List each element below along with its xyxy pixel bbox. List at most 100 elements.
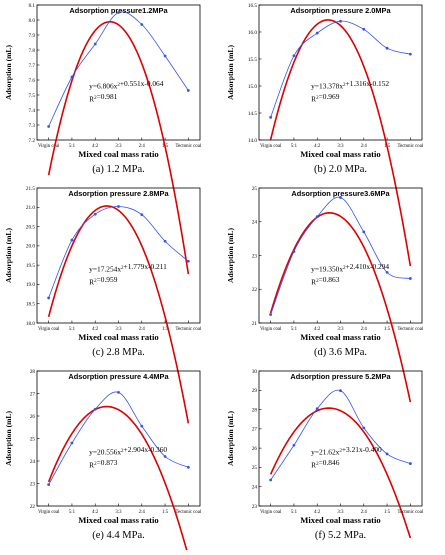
- plot-area: [258, 187, 423, 324]
- x-tick-label: 5:1: [69, 327, 76, 332]
- y-tick-label: 7.6: [29, 78, 36, 84]
- x-tick-label: 2:4: [139, 144, 146, 149]
- x-tick-label: Virgin coal: [38, 144, 60, 149]
- x-tick-label: 4:2: [314, 327, 321, 332]
- data-point: [93, 42, 97, 46]
- data-point: [117, 11, 120, 14]
- data-point: [117, 205, 120, 208]
- data-point: [117, 390, 120, 394]
- fit-r-squared: R2=0.863: [311, 275, 340, 287]
- x-tick-label: 1:5: [162, 510, 169, 515]
- data-point: [362, 426, 366, 430]
- y-tick-label: 7.5: [29, 93, 36, 99]
- data-point: [140, 213, 144, 217]
- data-point: [70, 441, 74, 445]
- data-point: [186, 89, 190, 92]
- y-axis-label: Adsorption (mL): [226, 411, 235, 467]
- y-tick-label: 14.0: [248, 138, 257, 144]
- chart-panel-5: Adsorption pressure 5.2MPa 23 24 25 26 27 28 29…: [226, 369, 424, 541]
- chart-title: Adsorption pressure 5.2MPa: [290, 372, 391, 381]
- fit-curve: [47, 405, 189, 555]
- data-point: [70, 75, 74, 79]
- x-tick-label: 2:4: [139, 327, 146, 332]
- x-tick-label: Virgin coal: [38, 327, 60, 332]
- x-axis-label: Mixed coal mass ratio: [300, 149, 380, 159]
- y-tick-label: 24: [252, 485, 258, 491]
- x-tick-label: 4:2: [314, 144, 321, 149]
- fit-r-squared: R2=0.873: [89, 458, 118, 470]
- panel-caption: (a) 1.2 MPa.: [92, 164, 145, 175]
- x-tick-label: Virgin coal: [260, 510, 282, 515]
- x-tick-label: 4:2: [92, 144, 99, 149]
- x-tick-label: Tectonic coal: [398, 327, 424, 332]
- data-point: [315, 407, 319, 411]
- y-tick-label: 27: [30, 391, 36, 397]
- data-point: [385, 46, 389, 50]
- data-point: [163, 239, 167, 243]
- x-tick-label: 4:2: [92, 327, 99, 332]
- data-point: [269, 478, 273, 482]
- chart-panel-1: Adsorption pressure 2.0MPa 14.0 14.5 15.0 15…: [226, 3, 424, 267]
- x-tick-label: 5:1: [291, 144, 298, 149]
- chart-title: Adsorption pressure3.6MPa: [291, 189, 390, 198]
- y-tick-label: 7.2: [29, 138, 36, 144]
- y-axis-label: Adsorption (mL): [4, 228, 13, 284]
- x-tick-label: 2:4: [361, 327, 368, 332]
- y-tick-label: 21.5: [26, 186, 35, 192]
- data-point: [362, 27, 366, 31]
- fit-r-squared: R2=0.969: [311, 92, 340, 104]
- fit-r-squared: R2=0.959: [89, 275, 118, 287]
- data-point: [269, 115, 273, 119]
- x-axis-label: Mixed coal mass ratio: [78, 149, 158, 159]
- x-tick-label: Tectonic coal: [176, 327, 202, 332]
- y-tick-label: 8.0: [29, 18, 36, 24]
- y-tick-label: 25: [30, 436, 36, 442]
- data-point: [292, 54, 296, 58]
- data-point: [385, 452, 389, 456]
- x-axis-label: Mixed coal mass ratio: [78, 515, 158, 525]
- fit-r-squared: R2=0.846: [311, 458, 340, 470]
- y-axis-label: Adsorption (mL): [226, 45, 235, 101]
- fit-curve: [47, 205, 190, 424]
- x-tick-label: Tectonic coal: [398, 144, 424, 149]
- data-point: [362, 230, 366, 234]
- data-point: [408, 462, 412, 465]
- x-tick-label: 4:2: [92, 510, 99, 515]
- fit-curve: [269, 407, 412, 539]
- x-tick-label: 5:1: [291, 510, 298, 515]
- fit-curve: [269, 212, 412, 403]
- x-tick-label: 1:5: [384, 510, 391, 515]
- chart-panel-2: Adsorption pressure 2.8MPa 18.0 18.5 19.0 19…: [4, 186, 202, 424]
- x-tick-label: Virgin coal: [260, 327, 282, 332]
- y-tick-label: 30: [252, 369, 258, 375]
- x-tick-label: 3:3: [337, 144, 344, 149]
- panel-caption: (b) 2.0 MPa.: [314, 164, 367, 175]
- x-tick-label: 1:5: [384, 327, 391, 332]
- y-tick-label: 19.0: [26, 282, 35, 288]
- x-axis-label: Mixed coal mass ratio: [78, 332, 158, 342]
- x-axis-label: Mixed coal mass ratio: [300, 332, 380, 342]
- y-tick-label: 24: [30, 459, 36, 465]
- y-tick-label: 8.1: [29, 3, 36, 9]
- x-tick-label: 3:3: [337, 510, 344, 515]
- data-point: [140, 23, 144, 26]
- x-tick-label: 5:1: [69, 510, 76, 515]
- y-tick-label: 25: [252, 186, 258, 192]
- y-tick-label: 24: [252, 220, 258, 226]
- x-tick-label: 3:3: [115, 327, 122, 332]
- y-axis-label: Adsorption (mL): [4, 411, 13, 467]
- x-tick-label: 2:4: [361, 510, 368, 515]
- data-point: [292, 443, 296, 447]
- data-point: [315, 215, 319, 219]
- y-tick-label: 23: [252, 504, 258, 510]
- chart-title: Adsorption pressure1.2MPa: [69, 6, 168, 15]
- y-tick-label: 28: [252, 407, 258, 413]
- x-tick-label: Tectonic coal: [176, 510, 202, 515]
- data-line: [48, 11, 189, 127]
- data-line: [270, 196, 411, 315]
- data-point: [339, 19, 342, 23]
- fit-equation: y=19.350x2+2.410x-0.294: [311, 262, 389, 274]
- y-tick-label: 21: [252, 321, 258, 327]
